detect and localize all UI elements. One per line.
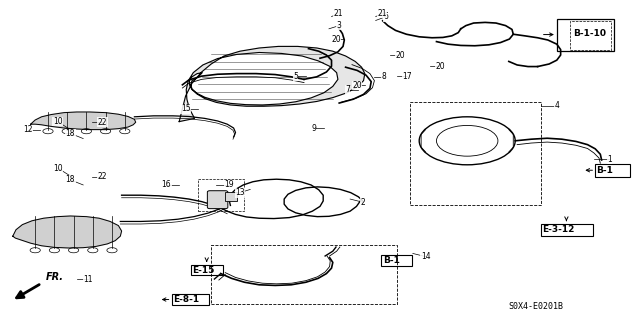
Text: E-3-12: E-3-12 bbox=[542, 225, 575, 234]
Bar bbox=[381, 255, 412, 266]
Text: 21: 21 bbox=[333, 9, 342, 18]
Text: 20: 20 bbox=[395, 51, 405, 60]
Text: 7: 7 bbox=[345, 85, 350, 94]
Text: B-1-10: B-1-10 bbox=[573, 29, 606, 38]
Text: 15: 15 bbox=[180, 104, 191, 113]
Text: 11: 11 bbox=[83, 275, 92, 284]
Bar bbox=[191, 265, 223, 275]
Text: 12: 12 bbox=[23, 125, 32, 134]
Text: 17: 17 bbox=[402, 72, 412, 81]
Text: 18: 18 bbox=[66, 129, 75, 138]
Bar bbox=[410, 102, 541, 205]
Bar bbox=[211, 245, 397, 304]
Text: S0X4-E0201B: S0X4-E0201B bbox=[509, 302, 564, 311]
Bar bbox=[541, 224, 593, 236]
Text: 2: 2 bbox=[360, 198, 365, 207]
Text: 16: 16 bbox=[161, 180, 172, 189]
Text: 3: 3 bbox=[337, 21, 342, 30]
Text: 20: 20 bbox=[435, 62, 445, 71]
Text: 14: 14 bbox=[420, 252, 431, 261]
Text: 20: 20 bbox=[331, 35, 341, 44]
Text: 9: 9 bbox=[311, 124, 316, 132]
Text: 4: 4 bbox=[554, 101, 559, 110]
Text: 8: 8 bbox=[381, 72, 387, 81]
Text: 19: 19 bbox=[224, 180, 234, 189]
Text: E-8-1: E-8-1 bbox=[173, 295, 199, 304]
Text: 5: 5 bbox=[293, 72, 298, 81]
Bar bbox=[570, 21, 611, 50]
Text: 10: 10 bbox=[52, 117, 63, 126]
Text: 13: 13 bbox=[235, 188, 245, 197]
Text: 22: 22 bbox=[98, 118, 107, 127]
Text: 6: 6 bbox=[383, 12, 388, 21]
Text: B-1: B-1 bbox=[383, 256, 399, 265]
Text: E-15: E-15 bbox=[192, 266, 214, 275]
Text: FR.: FR. bbox=[46, 272, 64, 282]
Bar bbox=[595, 164, 630, 177]
Bar bbox=[557, 19, 614, 51]
Bar bbox=[198, 179, 244, 211]
Bar bbox=[225, 192, 237, 201]
Text: 18: 18 bbox=[66, 175, 75, 184]
Polygon shape bbox=[13, 216, 122, 248]
Bar bbox=[172, 294, 209, 305]
Text: B-1: B-1 bbox=[596, 166, 613, 175]
FancyBboxPatch shape bbox=[207, 191, 228, 209]
Text: 22: 22 bbox=[98, 172, 107, 181]
Text: 10: 10 bbox=[52, 164, 63, 172]
Text: 20: 20 bbox=[352, 81, 362, 90]
Polygon shape bbox=[31, 112, 136, 130]
Polygon shape bbox=[179, 46, 365, 122]
Text: 1: 1 bbox=[607, 155, 612, 164]
Text: 21: 21 bbox=[378, 9, 387, 18]
